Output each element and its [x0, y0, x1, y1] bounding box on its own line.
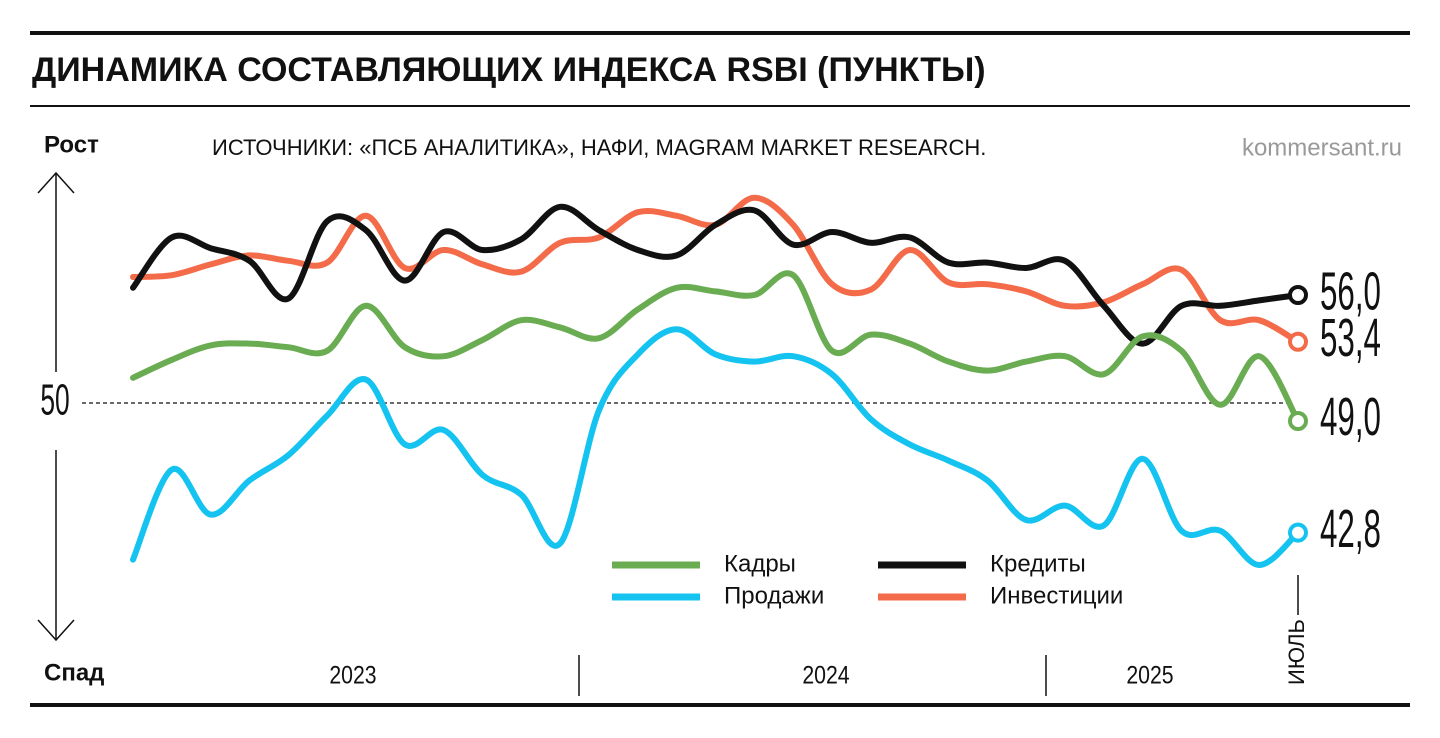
value-label: 42,8: [1320, 499, 1381, 559]
x-group-label: 2024: [802, 661, 849, 689]
x-group-label: 2025: [1126, 661, 1173, 689]
legend-label: Инвестиции: [990, 582, 1123, 609]
value-label: 56,0: [1320, 262, 1381, 322]
series-line: [130, 326, 1301, 569]
legend-label: Продажи: [724, 582, 824, 609]
x-group-label: 2023: [329, 661, 376, 689]
value-label: 53,4: [1320, 308, 1381, 368]
y-top-label: Рост: [44, 131, 99, 158]
direction-arrow: [37, 171, 75, 642]
end-marker: [1288, 522, 1308, 543]
end-marker: [1288, 331, 1308, 352]
y-bottom-label: Спад: [44, 659, 104, 686]
value-label: 49,0: [1320, 388, 1381, 448]
subtitle: ИСТОЧНИКИ: «ПСБ АНАЛИТИКА», НАФИ, MAGRAM…: [212, 135, 986, 160]
legend-label: Кадры: [724, 550, 796, 577]
credit: kommersant.ru: [1242, 134, 1402, 161]
series-line: [130, 203, 1301, 347]
end-marker: [1288, 285, 1308, 305]
end-marker: [1288, 411, 1308, 431]
y-tick-label: 50: [40, 375, 69, 425]
x-tick-label: ИЮЛЬ: [1284, 619, 1309, 685]
chart-title: ДИНАМИКА СОСТАВЛЯЮЩИХ ИНДЕКСА RSBI (ПУНК…: [32, 51, 986, 89]
legend-label: Кредиты: [990, 550, 1086, 577]
series-line: [130, 270, 1301, 424]
